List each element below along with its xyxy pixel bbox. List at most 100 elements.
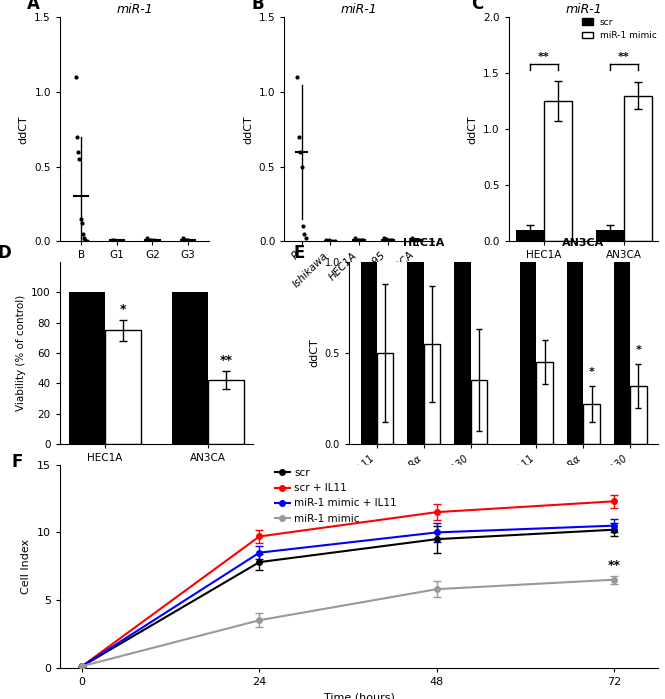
Point xyxy=(350,233,360,244)
Y-axis label: ddCT: ddCT xyxy=(19,115,29,144)
Title: miR-1: miR-1 xyxy=(340,3,378,16)
Legend: scr, miR-1 mimic: scr, miR-1 mimic xyxy=(582,17,657,40)
Point xyxy=(148,235,159,246)
Point xyxy=(81,236,92,247)
Point xyxy=(352,234,362,245)
Point xyxy=(142,233,152,244)
Point xyxy=(293,131,304,143)
Text: AN3CA: AN3CA xyxy=(562,238,604,247)
Point xyxy=(106,234,117,245)
Point xyxy=(321,234,331,245)
Bar xyxy=(630,386,646,444)
Point xyxy=(354,234,364,245)
Text: **: ** xyxy=(608,559,620,572)
Point xyxy=(183,235,194,246)
Point xyxy=(180,234,190,245)
Bar xyxy=(68,292,105,444)
Point xyxy=(70,71,81,82)
Point xyxy=(144,234,154,245)
Bar xyxy=(172,292,208,444)
Bar xyxy=(105,331,141,444)
Legend: scr, scr + IL11, miR-1 mimic + IL11, miR-1 mimic: scr, scr + IL11, miR-1 mimic + IL11, miR… xyxy=(275,468,397,524)
Point xyxy=(117,236,128,247)
Point xyxy=(295,146,305,157)
Text: **: ** xyxy=(618,52,629,62)
Point xyxy=(416,236,426,247)
Point xyxy=(114,236,125,247)
Bar xyxy=(377,353,394,444)
Text: A: A xyxy=(27,0,40,13)
Text: **: ** xyxy=(538,52,549,62)
Point xyxy=(380,233,391,245)
Point xyxy=(79,233,90,244)
Point xyxy=(185,236,196,247)
Bar xyxy=(515,230,543,241)
Point xyxy=(150,236,161,247)
Text: HEC1A: HEC1A xyxy=(403,238,445,247)
Point xyxy=(301,233,311,244)
Text: *: * xyxy=(636,345,641,355)
Bar xyxy=(537,362,553,444)
Point xyxy=(296,161,307,172)
Point xyxy=(74,154,84,165)
Text: C: C xyxy=(471,0,483,13)
Text: **: ** xyxy=(220,354,233,368)
Point xyxy=(188,236,199,247)
Text: B: B xyxy=(251,0,264,13)
Bar xyxy=(408,262,424,444)
Point xyxy=(112,236,122,247)
Y-axis label: Viability (% of control): Viability (% of control) xyxy=(16,295,26,411)
Point xyxy=(73,146,84,157)
Point xyxy=(414,235,424,246)
Bar xyxy=(567,262,583,444)
Title: miR-1: miR-1 xyxy=(565,3,602,16)
Point xyxy=(358,235,368,246)
Bar xyxy=(624,96,652,241)
Point xyxy=(327,236,337,247)
Text: *: * xyxy=(120,303,126,316)
Point xyxy=(407,233,418,244)
Point xyxy=(75,213,86,224)
Point xyxy=(385,234,396,245)
Bar xyxy=(424,344,440,444)
Point xyxy=(412,234,422,245)
Point xyxy=(186,236,197,247)
Point xyxy=(109,235,120,246)
Point xyxy=(72,131,82,143)
Point xyxy=(382,234,393,245)
Bar xyxy=(543,101,571,241)
Point xyxy=(152,236,163,247)
Y-axis label: ddCT: ddCT xyxy=(243,115,253,144)
Bar xyxy=(471,380,487,444)
Bar xyxy=(454,262,471,444)
Point xyxy=(78,228,88,239)
Y-axis label: ddCT: ddCT xyxy=(309,338,319,368)
Bar xyxy=(208,380,245,444)
Point xyxy=(378,233,389,244)
Point xyxy=(329,236,340,247)
Point xyxy=(181,234,192,245)
Text: D: D xyxy=(0,244,12,262)
Point xyxy=(356,234,366,245)
Point xyxy=(298,221,309,232)
Point xyxy=(80,234,90,245)
Text: *: * xyxy=(589,366,595,377)
Bar xyxy=(360,262,377,444)
X-axis label: Time (hours): Time (hours) xyxy=(324,692,394,699)
Point xyxy=(76,217,87,229)
Point xyxy=(299,228,310,239)
Y-axis label: Cell Index: Cell Index xyxy=(21,539,31,593)
Point xyxy=(178,233,188,244)
Point xyxy=(409,234,420,245)
Text: F: F xyxy=(12,453,23,470)
Title: miR-1: miR-1 xyxy=(116,3,153,16)
Text: E: E xyxy=(293,244,305,262)
Point xyxy=(324,235,334,246)
Point xyxy=(387,235,398,246)
Bar xyxy=(596,230,624,241)
Bar xyxy=(583,404,600,444)
Point xyxy=(292,71,303,82)
Point xyxy=(146,234,157,245)
Bar xyxy=(614,262,630,444)
Bar xyxy=(520,262,537,444)
